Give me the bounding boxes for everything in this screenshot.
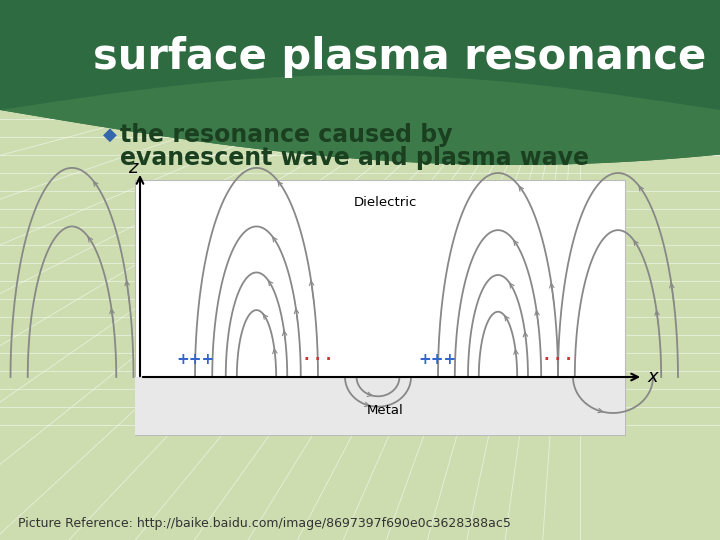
Text: the resonance caused by: the resonance caused by [120, 123, 453, 147]
FancyBboxPatch shape [0, 0, 720, 110]
Text: · · ·: · · · [544, 352, 572, 367]
Text: Dielectric: Dielectric [354, 195, 417, 208]
Polygon shape [0, 0, 720, 165]
Text: x: x [647, 368, 657, 386]
Text: Picture Reference: http://baike.baidu.com/image/8697397f690e0c3628388ac5: Picture Reference: http://baike.baidu.co… [18, 517, 511, 530]
Text: · · ·: · · · [305, 352, 332, 367]
Text: z: z [128, 159, 138, 177]
Text: surface plasma resonance: surface plasma resonance [94, 36, 706, 78]
Text: Metal: Metal [366, 403, 403, 416]
Polygon shape [0, 75, 720, 165]
Text: +++: +++ [176, 352, 214, 367]
Text: +++: +++ [419, 352, 457, 367]
Bar [135, 377, 625, 435]
Text: ◆: ◆ [103, 126, 117, 144]
Bar [135, 180, 625, 435]
Text: evanescent wave and plasma wave: evanescent wave and plasma wave [120, 146, 589, 170]
